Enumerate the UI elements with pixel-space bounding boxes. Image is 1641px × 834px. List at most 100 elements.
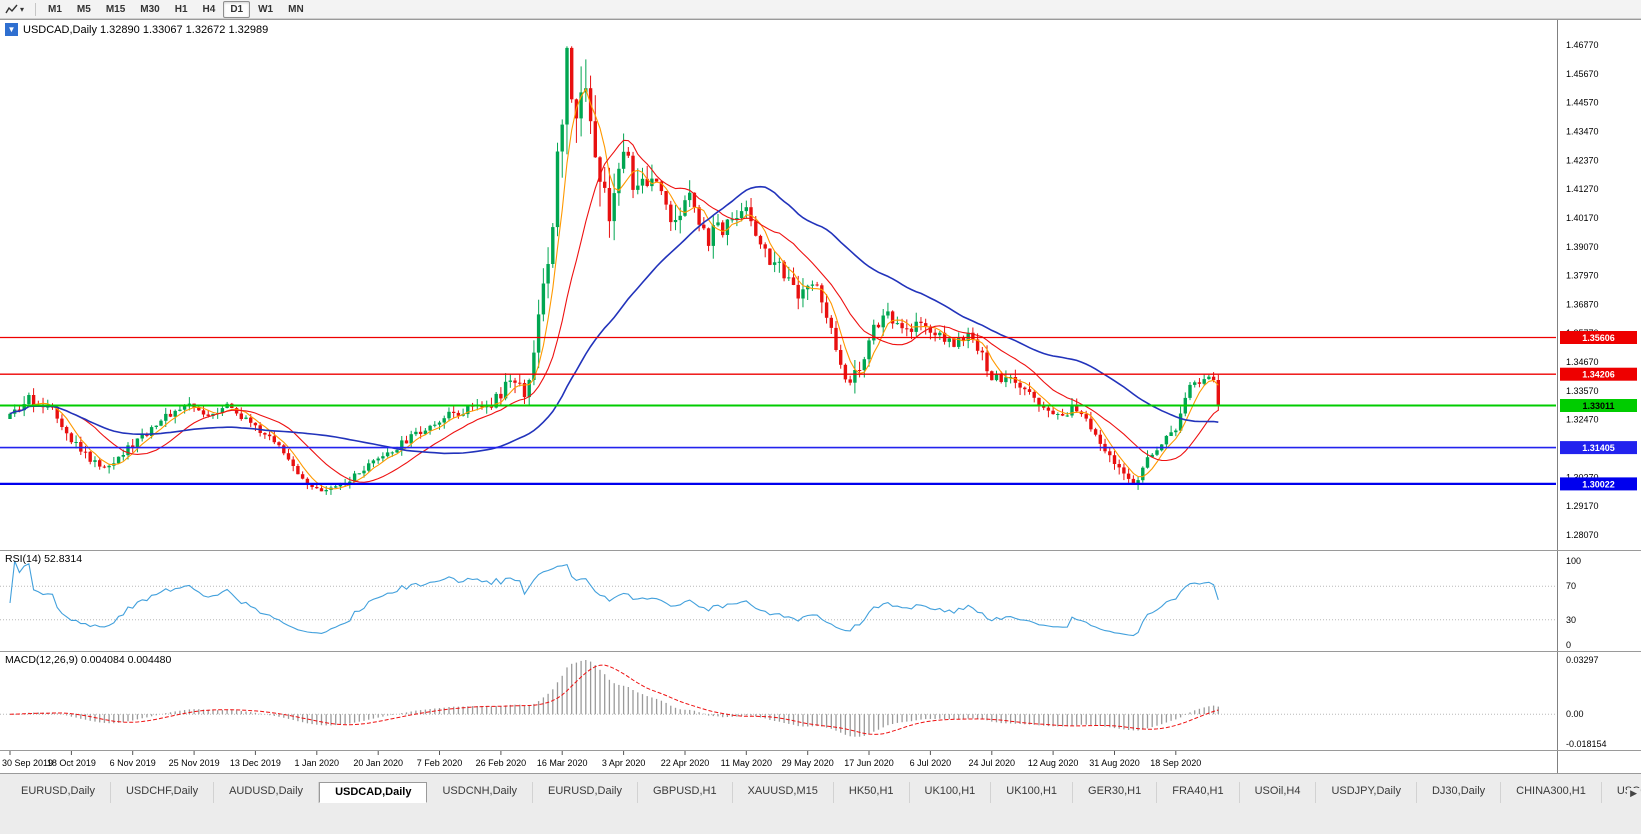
price-axis-label: 1.44570 [1566, 98, 1599, 108]
chart-tab-hk50-h1[interactable]: HK50,H1 [834, 782, 910, 803]
price-axis-label: 1.39070 [1566, 242, 1599, 252]
sma-5-line [9, 87, 1219, 490]
date-label: 12 Aug 2020 [1028, 758, 1079, 768]
rsi-axis-label: 100 [1566, 556, 1581, 566]
top-toolbar: ▾ M1 M5 M15 M30 H1 H4 D1 W1 MN [0, 0, 1641, 19]
date-label: 18 Sep 2020 [1150, 758, 1201, 768]
date-label: 13 Dec 2019 [230, 758, 281, 768]
rsi-line [9, 560, 1219, 637]
date-label: 29 May 2020 [782, 758, 834, 768]
price-axis-label: 1.36870 [1566, 299, 1599, 309]
chart-tabs-bar: EURUSD,Daily USDCHF,Daily AUDUSD,Daily USDC… [0, 781, 1641, 803]
chart-tab-usdcad-daily[interactable]: USDCAD,Daily [319, 782, 428, 803]
tabs-scroll-right-button[interactable]: ▶ [1627, 788, 1640, 799]
rsi-chart-canvas[interactable]: 100 70 30 0 [0, 551, 1641, 651]
date-label: 1 Jan 2020 [295, 758, 340, 768]
chart-tab-uk100-h1[interactable]: UK100,H1 [910, 782, 992, 803]
rsi-axis-label: 30 [1566, 615, 1576, 625]
date-label: 3 Apr 2020 [602, 758, 646, 768]
chart-tab-dj30-daily[interactable]: DJ30,Daily [1417, 782, 1502, 803]
chart-tab-usdcnh-daily[interactable]: USDCNH,Daily [427, 782, 534, 803]
chart-tab-gbpusd-h1[interactable]: GBPUSD,H1 [638, 782, 733, 803]
price-axis-label: 1.33570 [1566, 386, 1599, 396]
price-badge-1.30022: 1.30022 [1560, 477, 1637, 491]
timeframe-buttons: M1 M5 M15 M30 H1 H4 D1 W1 MN [41, 0, 311, 18]
rsi-axis-label: 0 [1566, 640, 1571, 650]
candles [8, 46, 1220, 495]
price-axis-label: 1.32470 [1566, 415, 1599, 425]
timeframe-button-h1[interactable]: H1 [174, 3, 188, 15]
svg-text:1.33011: 1.33011 [1582, 401, 1614, 411]
price-badge-1.35606: 1.35606 [1560, 331, 1637, 344]
macd-axis-label: 0.00 [1566, 709, 1584, 719]
toolbar-separator [35, 2, 36, 16]
date-label: 6 Nov 2019 [110, 758, 156, 768]
date-label: 24 Jul 2020 [969, 758, 1016, 768]
chart-tab-usoil-h4[interactable]: USOil,H4 [1240, 782, 1317, 803]
chart-tab-fra40-h1[interactable]: FRA40,H1 [1157, 782, 1240, 803]
chart-tab-uk100-h1[interactable]: UK100,H1 [991, 782, 1074, 803]
macd-pane: MACD(12,26,9) 0.004084 0.004480 0.03297 0… [0, 651, 1641, 750]
price-axis-label: 1.29170 [1566, 501, 1599, 511]
macd-chart-canvas[interactable]: 0.03297 0.00 -0.018154 [0, 652, 1641, 750]
date-label: 31 Aug 2020 [1089, 758, 1140, 768]
chart-tab-usdjpy-daily[interactable]: USDJPY,Daily [1316, 782, 1417, 803]
price-axis-label: 1.42370 [1566, 155, 1599, 165]
svg-text:1.35606: 1.35606 [1582, 333, 1615, 343]
timeframe-button-m15[interactable]: M15 [105, 3, 126, 15]
price-axis-label: 1.30270 [1566, 472, 1599, 482]
price-pane: ▼ USDCAD,Daily 1.32890 1.33067 1.32672 1… [0, 20, 1641, 550]
chart-tab-usdchf-daily[interactable]: USDCHF,Daily [111, 782, 215, 803]
timeframe-button-m5[interactable]: M5 [76, 3, 91, 15]
chart-line-icon[interactable] [3, 2, 19, 16]
caret-down-icon[interactable]: ▾ [20, 4, 25, 14]
timeframe-button-m30[interactable]: M30 [140, 3, 160, 15]
price-badge-1.34206: 1.34206 [1560, 367, 1637, 381]
price-axis-label: 1.34670 [1566, 357, 1599, 367]
timeframe-button-m1[interactable]: M1 [48, 3, 62, 15]
svg-text:1.34206: 1.34206 [1582, 370, 1615, 380]
timeframe-button-mn[interactable]: MN [288, 3, 304, 15]
macd-axis-label: -0.018154 [1566, 739, 1607, 749]
time-axis: 30 Sep 2019 18 Oct 2019 6 Nov 2019 25 Nov 2… [0, 750, 1641, 773]
date-label: 26 Feb 2020 [476, 758, 527, 768]
date-label: 7 Feb 2020 [417, 758, 463, 768]
macd-axis-label: 0.03297 [1566, 655, 1599, 665]
collapse-chart-button[interactable]: ▼ [5, 23, 18, 36]
date-label: 11 May 2020 [721, 758, 772, 768]
chart-tab-audusd-daily[interactable]: AUDUSD,Daily [214, 782, 320, 803]
chart-window: ▼ USDCAD,Daily 1.32890 1.33067 1.32672 1… [0, 19, 1641, 774]
price-badge-1.31405: 1.31405 [1560, 441, 1637, 455]
svg-text:1.31405: 1.31405 [1582, 443, 1615, 453]
price-axis-label: 1.40170 [1566, 213, 1599, 223]
date-label: 17 Jun 2020 [844, 758, 894, 768]
timeframe-button-d1[interactable]: D1 [223, 0, 251, 18]
date-label: 16 Mar 2020 [537, 758, 588, 768]
price-axis-label: 1.41270 [1566, 184, 1599, 194]
svg-text:1.30022: 1.30022 [1582, 479, 1615, 489]
date-label: 18 Oct 2019 [47, 758, 96, 768]
chart-tab-eurusd-daily[interactable]: EURUSD,Daily [533, 782, 638, 803]
timeframe-button-w1[interactable]: W1 [258, 3, 274, 15]
macd-signal-line [9, 664, 1219, 735]
chart-tab-china300-h1[interactable]: CHINA300,H1 [1501, 782, 1602, 803]
chart-tab-eurusd-daily[interactable]: EURUSD,Daily [6, 782, 111, 803]
timeframe-button-h4[interactable]: H4 [202, 3, 216, 15]
date-label: 22 Apr 2020 [661, 758, 710, 768]
date-label: 30 Sep 2019 [2, 758, 53, 768]
macd-histogram [14, 660, 1219, 737]
price-axis-label: 1.37970 [1566, 271, 1599, 281]
price-axis-label: 1.45670 [1566, 69, 1599, 79]
date-label: 20 Jan 2020 [353, 758, 403, 768]
price-axis-label: 1.28070 [1566, 530, 1599, 540]
price-axis-label: 1.46770 [1566, 40, 1599, 50]
chart-tabs: EURUSD,Daily USDCHF,Daily AUDUSD,Daily USDC… [6, 782, 1641, 803]
chart-tab-xauusd-m15[interactable]: XAUUSD,M15 [733, 782, 834, 803]
price-chart-canvas[interactable]: 1.46770 1.45670 1.44570 1.43470 1.42370 1.412… [0, 20, 1641, 550]
price-badge-1.33011: 1.33011 [1560, 399, 1637, 412]
date-label: 25 Nov 2019 [169, 758, 220, 768]
chart-tab-ger30-h1[interactable]: GER30,H1 [1073, 782, 1158, 803]
rsi-axis-label: 70 [1566, 581, 1576, 591]
date-label: 6 Jul 2020 [910, 758, 952, 768]
